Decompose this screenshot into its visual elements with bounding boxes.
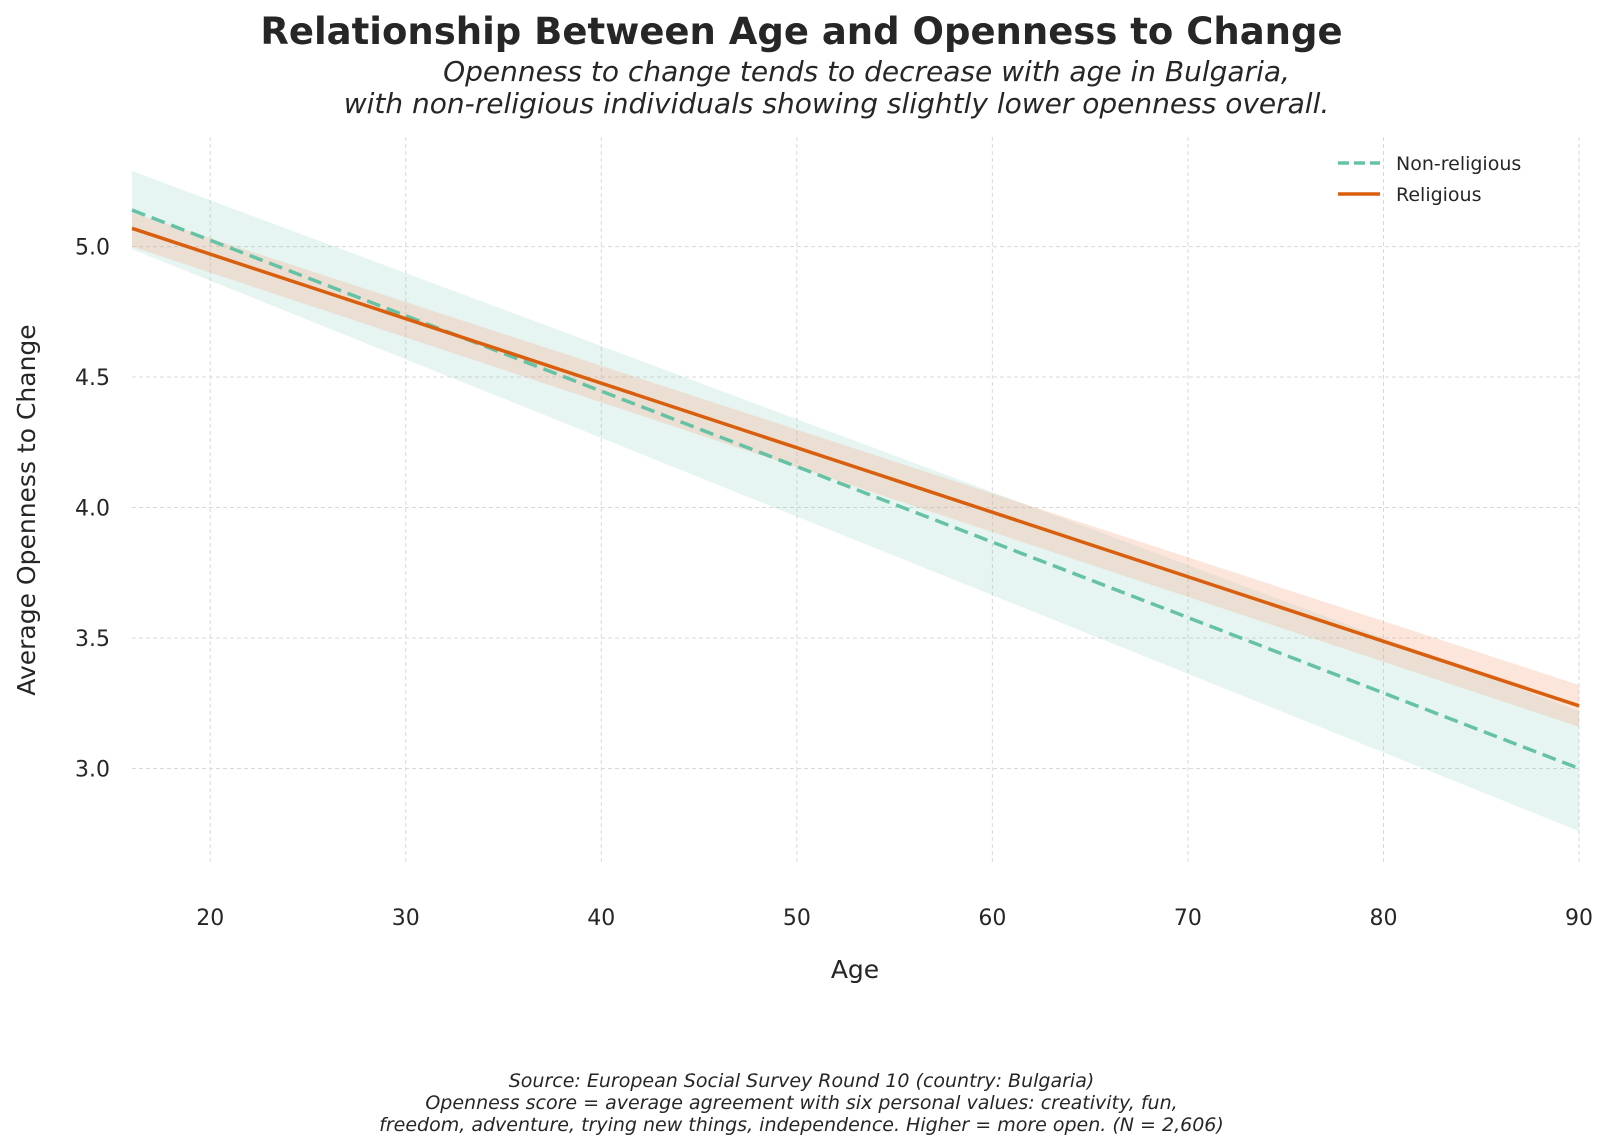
- chart-footer-note: Source: European Social Survey Round 10 …: [0, 1070, 1603, 1136]
- x-tick-label: 90: [1565, 906, 1593, 931]
- x-axis-label: Age: [831, 955, 879, 984]
- y-tick-label: 4.5: [75, 366, 110, 391]
- subtitle-line-2: with non-religious individuals showing s…: [343, 87, 1330, 120]
- y-tick-label: 3.0: [75, 757, 110, 782]
- subtitle-line-1: Openness to change tends to decrease wit…: [443, 55, 1290, 88]
- x-tick-label: 30: [392, 906, 420, 931]
- y-axis-ticks: 3.0 3.5 4.0 4.5 5.0: [75, 236, 110, 783]
- footer-line-2: Openness score = average agreement with …: [425, 1092, 1178, 1114]
- series-lines: [131, 208, 1580, 771]
- y-tick-label: 5.0: [75, 236, 110, 261]
- y-tick-label: 3.5: [75, 627, 110, 652]
- legend-label: Religious: [1396, 184, 1482, 206]
- x-tick-label: 50: [783, 906, 811, 931]
- chart-subtitle: Openness to change tends to decrease wit…: [0, 56, 1603, 120]
- x-tick-label: 80: [1369, 906, 1397, 931]
- x-tick-label: 20: [196, 906, 224, 931]
- y-tick-label: 4.0: [75, 497, 110, 522]
- y-axis-label: Average Openness to Change: [12, 324, 41, 695]
- series-line-religious: [131, 226, 1580, 708]
- x-axis-ticks: 20 30 40 50 60 70 80 90: [196, 906, 1593, 931]
- legend-label: Non-religious: [1396, 153, 1521, 175]
- confidence-bands: [132, 170, 1579, 832]
- legend: Non-religious Religious: [1338, 153, 1521, 206]
- footer-line-1: Source: European Social Survey Round 10 …: [508, 1070, 1095, 1092]
- confidence-band-non-religious: [132, 170, 1579, 832]
- grid: [132, 137, 1580, 865]
- x-tick-label: 40: [587, 906, 615, 931]
- footer-line-3: freedom, adventure, trying new things, i…: [379, 1114, 1224, 1136]
- x-tick-label: 70: [1174, 906, 1202, 931]
- series-line-non-religious: [131, 208, 1580, 771]
- confidence-band-religious: [132, 212, 1579, 727]
- chart-title: Relationship Between Age and Openness to…: [260, 10, 1343, 53]
- x-tick-label: 60: [978, 906, 1006, 931]
